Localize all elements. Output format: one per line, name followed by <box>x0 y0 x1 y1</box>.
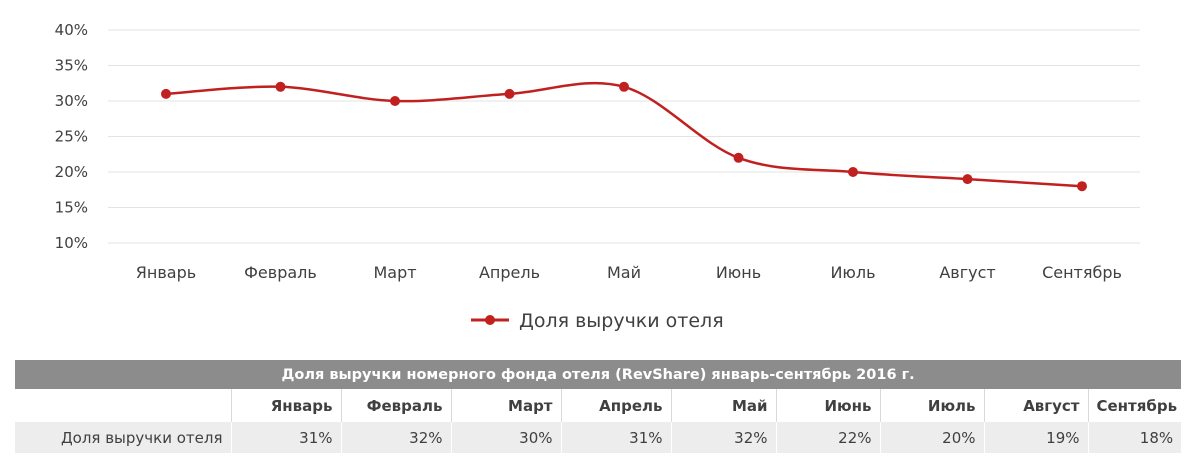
table-title: Доля выручки номерного фонда отеля (RevS… <box>15 360 1182 389</box>
legend-swatch-marker <box>485 315 495 325</box>
revshare-line-chart: 10% 15% 20% 25% 30% 35% 40% Январь Февраль Март А… <box>55 21 1140 332</box>
x-tick-label: Февраль <box>244 263 317 282</box>
data-point <box>848 167 858 177</box>
series-lines <box>165 81 1083 188</box>
x-tick-label: Май <box>607 263 641 282</box>
x-tick-label: Июль <box>830 263 875 282</box>
grid-lines <box>108 29 1140 244</box>
table-header-empty <box>15 389 232 422</box>
data-point <box>390 96 400 106</box>
table-row: Доля выручки отеля 31% 32% 30% 31% 32% 2… <box>15 422 1182 453</box>
x-tick-label: Апрель <box>479 263 540 282</box>
y-tick-label: 35% <box>55 57 88 75</box>
table-cell: 30% <box>451 422 562 453</box>
table-header-cell: Май <box>671 389 777 422</box>
data-point <box>962 174 973 185</box>
y-tick-label: 25% <box>55 128 88 146</box>
data-point <box>504 88 515 99</box>
x-tick-label: Июнь <box>716 263 761 282</box>
data-point <box>733 152 744 163</box>
x-tick-label: Январь <box>136 263 196 282</box>
x-tick-label: Август <box>939 263 995 282</box>
y-axis-ticks: 10% 15% 20% 25% 30% 35% 40% <box>55 21 88 252</box>
table-header-row: Январь Февраль Март Апрель Май Июнь Июль… <box>15 389 1182 422</box>
table-header-cell: Апрель <box>561 389 672 422</box>
legend: Доля выручки отеля <box>471 310 724 332</box>
table-header-cell: Февраль <box>341 389 452 422</box>
table-cell: 19% <box>984 422 1089 453</box>
x-tick-label: Март <box>373 263 416 282</box>
table-header-cell: Август <box>984 389 1089 422</box>
table-cell: 32% <box>341 422 452 453</box>
y-tick-label: 30% <box>55 92 88 110</box>
data-point <box>619 81 629 92</box>
series-line <box>165 81 1083 188</box>
table-header-cell: Март <box>451 389 562 422</box>
y-tick-label: 20% <box>55 163 88 181</box>
table-cell: 18% <box>1088 422 1182 453</box>
x-axis-ticks: Январь Февраль Март Апрель Май Июнь Июль Август… <box>136 263 1122 282</box>
table-header-cell: Январь <box>231 389 342 422</box>
series-points <box>161 81 1087 192</box>
data-point <box>275 81 286 92</box>
data-point <box>161 88 171 99</box>
table-cell: 20% <box>880 422 985 453</box>
table-cell: 31% <box>231 422 342 453</box>
table-row-label: Доля выручки отеля <box>15 422 232 453</box>
table-header-cell: Сентябрь <box>1088 389 1182 422</box>
table-cell: 32% <box>671 422 777 453</box>
table-cell: 31% <box>561 422 672 453</box>
table-header-cell: Июль <box>880 389 985 422</box>
table-cell: 22% <box>776 422 881 453</box>
y-tick-label: 15% <box>55 199 88 217</box>
data-table: Доля выручки номерного фонда отеля (RevS… <box>15 360 1182 453</box>
x-tick-label: Сентябрь <box>1042 263 1122 282</box>
y-tick-label: 10% <box>55 234 88 252</box>
table-header-cell: Июнь <box>776 389 881 422</box>
data-point <box>1077 181 1087 192</box>
y-tick-label: 40% <box>55 21 88 39</box>
legend-label: Доля выручки отеля <box>519 310 724 332</box>
table-title-row: Доля выручки номерного фонда отеля (RevS… <box>15 360 1182 389</box>
